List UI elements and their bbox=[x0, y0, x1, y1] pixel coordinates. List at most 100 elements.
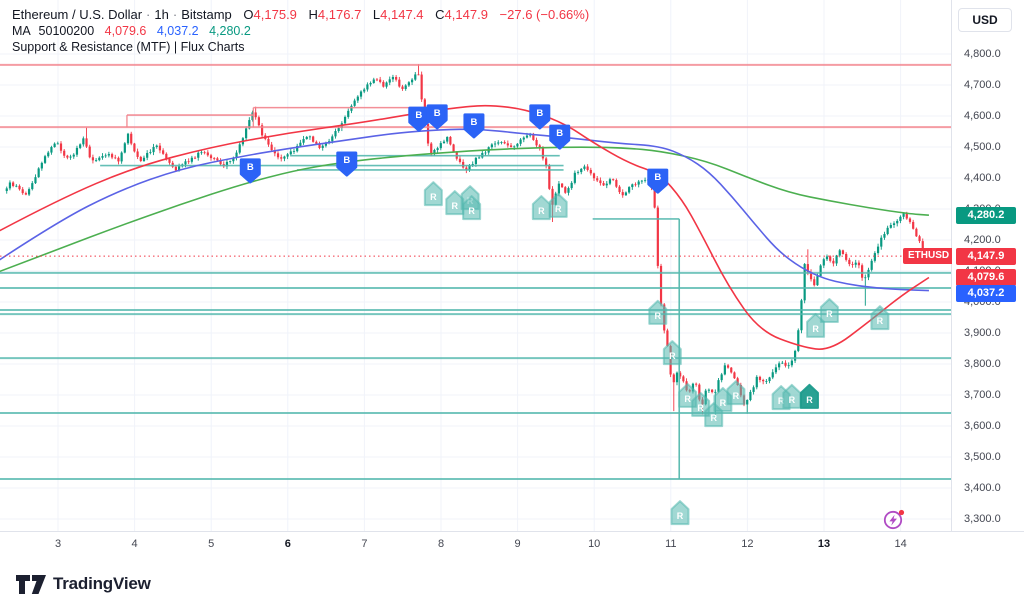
currency-toggle-button[interactable]: USD bbox=[958, 8, 1012, 32]
buy-marker[interactable]: B bbox=[529, 104, 551, 130]
buy-marker[interactable]: B bbox=[426, 104, 448, 130]
buy-marker[interactable]: B bbox=[549, 124, 571, 150]
time-tick-label: 3 bbox=[54, 538, 62, 550]
svg-text:R: R bbox=[684, 394, 691, 404]
symbol-title: Ethereum / U.S. Dollar bbox=[12, 7, 143, 22]
svg-text:B: B bbox=[415, 110, 422, 121]
svg-text:R: R bbox=[720, 398, 727, 408]
ma200-value: 4,280.2 bbox=[209, 24, 251, 38]
price-tick-label: 3,400.0 bbox=[964, 482, 1001, 494]
retest-marker[interactable]: R bbox=[548, 192, 568, 218]
timeframe-label: 1h bbox=[154, 7, 169, 22]
retest-marker[interactable]: R bbox=[782, 383, 802, 409]
price-tick-label: 4,700.0 bbox=[964, 79, 1001, 91]
retest-marker[interactable]: R bbox=[670, 500, 690, 526]
time-tick-label: 5 bbox=[208, 538, 215, 550]
retest-marker[interactable]: R bbox=[662, 340, 682, 366]
retest-marker[interactable]: R bbox=[726, 380, 746, 406]
price-axis-badge: 4,079.6 bbox=[956, 269, 1016, 287]
tradingview-branding[interactable]: TradingView bbox=[16, 570, 151, 598]
chart-legend: Ethereum / U.S. Dollar · 1h · Bitstamp O4,17… bbox=[12, 7, 589, 55]
retest-marker[interactable]: R bbox=[870, 305, 890, 331]
current-price-symbol-tag: ETHUSD bbox=[903, 248, 955, 265]
buy-marker[interactable]: B bbox=[239, 158, 261, 184]
time-tick-label: 12 bbox=[741, 538, 754, 550]
low-value: 4,147.4 bbox=[380, 7, 424, 22]
svg-text:R: R bbox=[806, 395, 813, 405]
svg-text:R: R bbox=[733, 391, 740, 401]
change-value: −27.6 (−0.66%) bbox=[499, 7, 590, 22]
exchange-label: Bitstamp bbox=[181, 7, 232, 22]
svg-text:R: R bbox=[452, 201, 459, 211]
svg-text:R: R bbox=[655, 311, 662, 321]
svg-text:B: B bbox=[434, 108, 441, 119]
buy-marker[interactable]: B bbox=[647, 168, 669, 194]
price-tick-label: 3,800.0 bbox=[964, 358, 1001, 370]
indicator-legend-row[interactable]: Support & Resistance (MTF) | Flux Charts bbox=[12, 39, 589, 55]
time-tick-label: 14 bbox=[894, 538, 907, 550]
price-tick-label: 4,800.0 bbox=[964, 48, 1001, 60]
close-value: 4,147.9 bbox=[444, 7, 488, 22]
tradingview-wordmark: TradingView bbox=[53, 574, 151, 593]
svg-text:R: R bbox=[555, 204, 562, 214]
retest-marker[interactable]: R bbox=[819, 297, 839, 323]
retest-marker[interactable]: R bbox=[648, 299, 668, 325]
price-tick-label: 3,500.0 bbox=[964, 451, 1001, 463]
price-tick-label: 3,300.0 bbox=[964, 513, 1001, 525]
svg-text:R: R bbox=[778, 396, 785, 406]
time-tick-label: 10 bbox=[588, 538, 601, 550]
svg-text:B: B bbox=[247, 162, 254, 173]
symbol-legend-row[interactable]: Ethereum / U.S. Dollar · 1h · Bitstamp O4,17… bbox=[12, 7, 589, 23]
retest-marker[interactable]: R bbox=[799, 383, 819, 409]
buy-markers-layer: B B B B B B B B bbox=[239, 104, 669, 194]
svg-text:R: R bbox=[812, 324, 819, 334]
buy-marker[interactable]: B bbox=[463, 113, 485, 139]
separator-dot: · bbox=[172, 7, 178, 22]
tradingview-logo-icon bbox=[16, 574, 46, 594]
svg-text:R: R bbox=[468, 206, 475, 216]
open-label: O bbox=[243, 7, 254, 22]
retest-marker[interactable]: R bbox=[806, 312, 826, 338]
separator-dot: · bbox=[146, 7, 151, 22]
svg-text:R: R bbox=[826, 309, 833, 319]
ma100-line bbox=[0, 128, 929, 292]
time-tick-label: 9 bbox=[514, 538, 521, 550]
time-tick-label: 6 bbox=[284, 538, 291, 550]
support-resistance-layer bbox=[0, 63, 951, 481]
buy-marker[interactable]: B bbox=[336, 151, 358, 177]
retest-markers-layer: RRRRRRRRRRRRRRRRRRRR bbox=[423, 181, 890, 526]
axis-divider-horizontal bbox=[0, 531, 1024, 532]
open-value: 4,175.9 bbox=[253, 7, 297, 22]
retest-marker[interactable]: R bbox=[462, 195, 482, 221]
ma-legend-row[interactable]: MA 50100200 4,079.6 4,037.2 4,280.2 bbox=[12, 23, 589, 39]
price-axis[interactable]: USD 4,800.0 4,700.0 4,600.0 4,500.0 4,400.0 4… bbox=[952, 0, 1024, 531]
price-tick-label: 4,500.0 bbox=[964, 141, 1001, 153]
svg-text:R: R bbox=[877, 316, 884, 326]
svg-text:R: R bbox=[538, 206, 545, 216]
close-label: C bbox=[435, 7, 445, 22]
svg-text:B: B bbox=[536, 108, 543, 119]
ma-lengths: 50100200 bbox=[38, 24, 95, 38]
price-chart[interactable]: BBBBBBBBRRRRRRRRRRRRRRRRRRRR bbox=[0, 0, 951, 531]
time-tick-label: 8 bbox=[437, 538, 445, 550]
retest-marker[interactable]: R bbox=[445, 190, 465, 216]
time-axis[interactable]: 3 4 5 6 7 8 9 10 11 12 13 14 bbox=[0, 532, 1024, 558]
svg-text:B: B bbox=[654, 172, 661, 183]
price-axis-badge: 4,147.9 bbox=[956, 248, 1016, 266]
buy-marker[interactable]: B bbox=[408, 106, 430, 132]
price-tick-label: 4,400.0 bbox=[964, 172, 1001, 184]
retest-marker[interactable]: R bbox=[423, 181, 443, 207]
flux-charts-icon bbox=[882, 507, 906, 531]
ma-label: MA bbox=[12, 24, 31, 38]
price-tick-label: 3,700.0 bbox=[964, 389, 1001, 401]
time-tick-label: 7 bbox=[361, 538, 368, 550]
svg-text:R: R bbox=[710, 413, 717, 423]
ma200-line bbox=[0, 146, 930, 273]
svg-text:B: B bbox=[556, 128, 563, 139]
ma50-line bbox=[0, 104, 930, 351]
retest-marker[interactable]: R bbox=[531, 195, 551, 221]
svg-text:R: R bbox=[697, 403, 704, 413]
svg-text:B: B bbox=[343, 155, 350, 166]
svg-text:R: R bbox=[669, 351, 676, 361]
